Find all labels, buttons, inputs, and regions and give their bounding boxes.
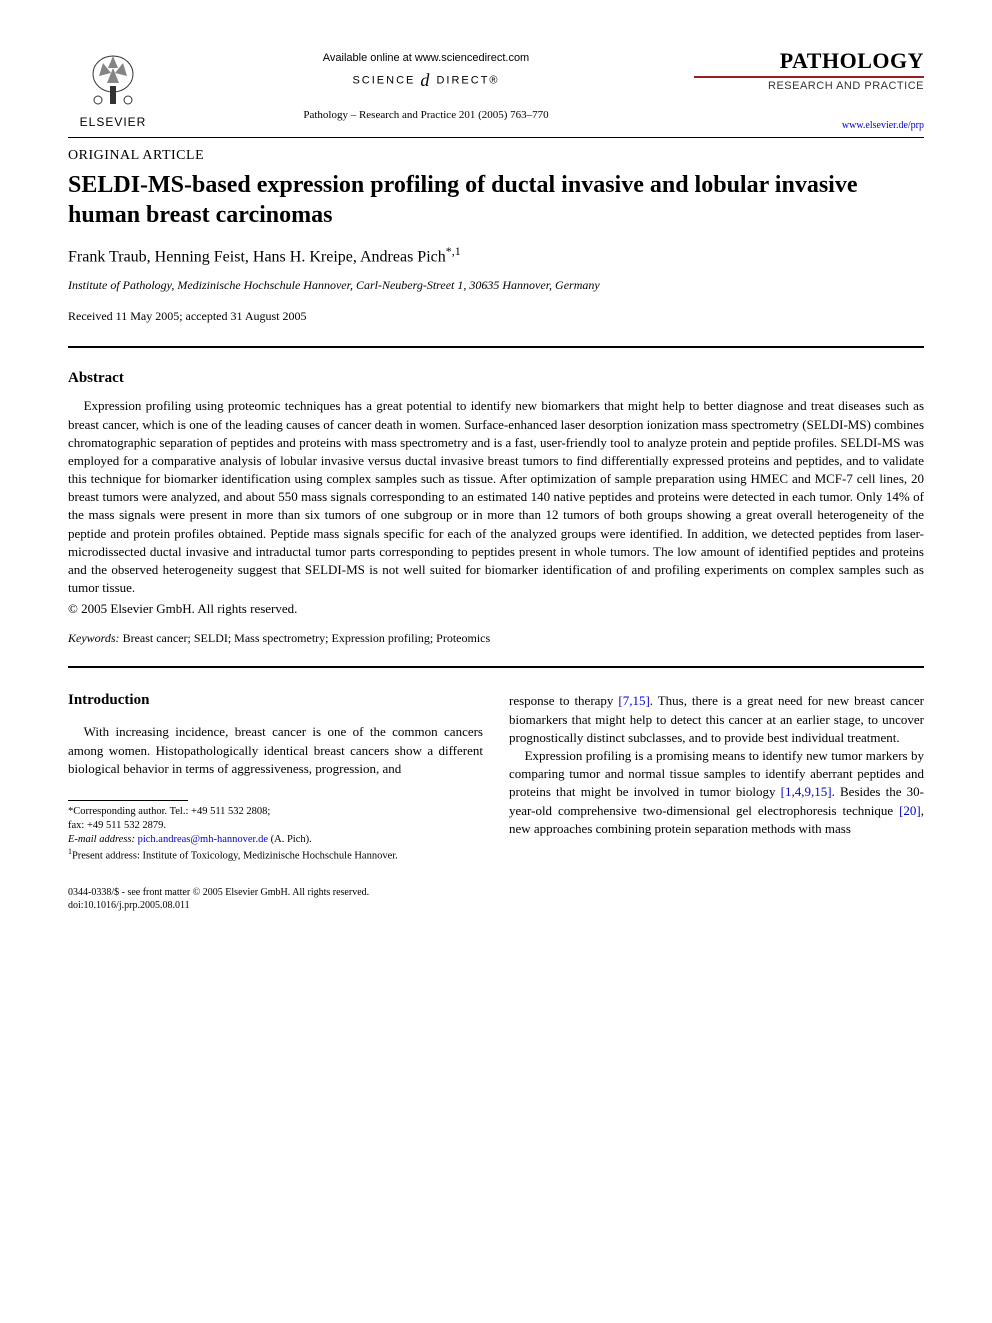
footer-front-matter: 0344-0338/$ - see front matter © 2005 El… <box>68 886 924 899</box>
footnote-present-address: 1Present address: Institute of Toxicolog… <box>68 847 483 864</box>
author-names: Frank Traub, Henning Feist, Hans H. Krei… <box>68 248 446 265</box>
journal-header: ELSEVIER Available online at www.science… <box>68 48 924 131</box>
journal-url-link[interactable]: www.elsevier.de/prp <box>694 120 924 131</box>
science-direct-logo: SCIENCE d DIRECT® <box>158 70 694 91</box>
center-header: Available online at www.sciencedirect.co… <box>158 48 694 121</box>
available-online-text: Available online at www.sciencedirect.co… <box>158 52 694 64</box>
abstract-top-rule <box>68 346 924 348</box>
left-column: Introduction With increasing incidence, … <box>68 692 483 864</box>
affiliation: Institute of Pathology, Medizinische Hoc… <box>68 278 924 293</box>
citation-line: Pathology – Research and Practice 201 (2… <box>158 109 694 121</box>
footer-doi: doi:10.1016/j.prp.2005.08.011 <box>68 899 924 912</box>
article-type: ORIGINAL ARTICLE <box>68 148 924 164</box>
abstract-bottom-rule <box>68 666 924 668</box>
article-dates: Received 11 May 2005; accepted 31 August… <box>68 309 924 324</box>
intro-para-2: Expression profiling is a promising mean… <box>509 747 924 838</box>
abstract-heading: Abstract <box>68 370 924 387</box>
p1b: response to therapy <box>509 693 618 708</box>
corresponding-author-footnote: *Corresponding author. Tel.: +49 511 532… <box>68 805 483 864</box>
ref-link-7-15[interactable]: [7,15] <box>618 693 649 708</box>
footnote-email-line: E-mail address: pich.andreas@mh-hannover… <box>68 833 483 847</box>
body-columns: Introduction With increasing incidence, … <box>68 692 924 864</box>
sd-left: SCIENCE <box>352 74 415 86</box>
journal-subtitle: RESEARCH AND PRACTICE <box>694 76 924 92</box>
abstract-body: Expression profiling using proteomic tec… <box>68 397 924 597</box>
publisher-name: ELSEVIER <box>68 115 158 129</box>
author-list: Frank Traub, Henning Feist, Hans H. Krei… <box>68 244 924 266</box>
introduction-heading: Introduction <box>68 692 483 709</box>
abstract-copyright: © 2005 Elsevier GmbH. All rights reserve… <box>68 601 924 617</box>
keywords-text: Breast cancer; SELDI; Mass spectrometry;… <box>120 631 491 645</box>
footnote-corr-fax: fax: +49 511 532 2879. <box>68 819 483 833</box>
footnote-email-tail: (A. Pich). <box>271 834 312 845</box>
sd-right: DIRECT® <box>436 74 499 86</box>
footnote-corr-tel: *Corresponding author. Tel.: +49 511 532… <box>68 805 483 819</box>
author-markers: *,1 <box>446 244 461 258</box>
page-footer: 0344-0338/$ - see front matter © 2005 El… <box>68 886 924 912</box>
publisher-logo: ELSEVIER <box>68 48 158 129</box>
keywords-label: Keywords: <box>68 631 120 645</box>
elsevier-tree-icon <box>83 48 143 108</box>
header-rule <box>68 137 924 138</box>
footnote-present-text: Present address: Institute of Toxicology… <box>72 851 398 862</box>
intro-para-1-left: With increasing incidence, breast cancer… <box>68 723 483 778</box>
right-column: response to therapy [7,15]. Thus, there … <box>509 692 924 864</box>
footnote-email-label: E-mail address: <box>68 834 135 845</box>
ref-link-1-4-9-15[interactable]: [1,4,9,15] <box>781 784 832 799</box>
footnote-rule <box>68 800 188 801</box>
journal-title: PATHOLOGY <box>694 48 924 74</box>
sd-at-icon: d <box>420 70 431 90</box>
ref-link-20[interactable]: [20] <box>899 803 921 818</box>
intro-para-1-right: response to therapy [7,15]. Thus, there … <box>509 692 924 747</box>
article-title: SELDI-MS-based expression profiling of d… <box>68 170 924 230</box>
journal-brand: PATHOLOGY RESEARCH AND PRACTICE www.else… <box>694 48 924 131</box>
keywords-line: Keywords: Breast cancer; SELDI; Mass spe… <box>68 631 924 646</box>
footnote-email-link[interactable]: pich.andreas@mh-hannover.de <box>135 834 271 845</box>
